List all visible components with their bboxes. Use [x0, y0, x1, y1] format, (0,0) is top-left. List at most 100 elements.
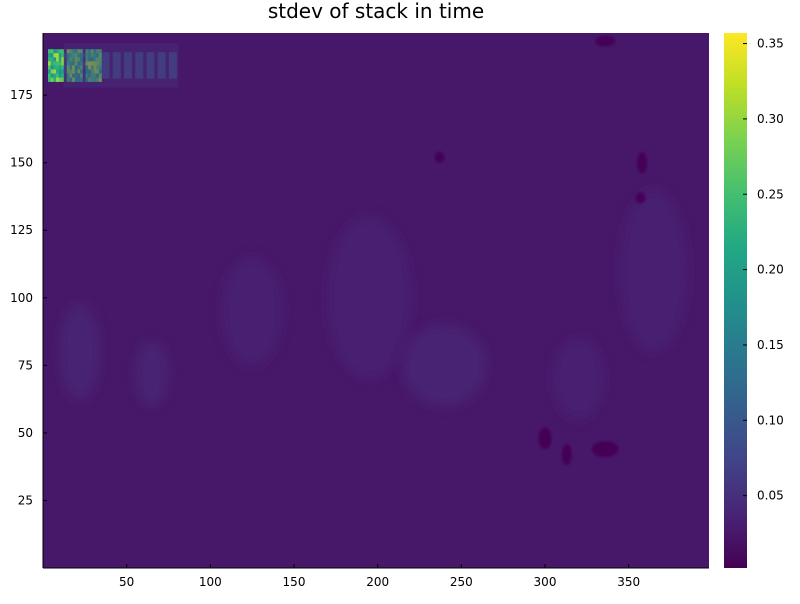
heatmap-bright-cell: [48, 69, 51, 74]
heatmap-bright-cell: [58, 73, 62, 78]
heatmap-dark-spot: [561, 443, 572, 466]
heatmap-bright-cell: [56, 73, 60, 78]
heatmap-bright-cell: [74, 53, 78, 58]
heatmap-bright-cell: [50, 77, 54, 82]
heatmap-bright-cell: [56, 65, 60, 70]
heatmap-bright-cell: [66, 77, 70, 82]
colorbar-tick-label: 0.10: [757, 413, 784, 427]
heatmap-bright-cell: [53, 65, 57, 70]
heatmap-bright-cell: [80, 73, 84, 78]
heatmap-bright-cell: [77, 73, 81, 78]
heatmap-bright-cell: [88, 49, 92, 54]
heatmap-bright-cell: [64, 53, 68, 58]
heatmap-bright-cell: [74, 57, 78, 62]
x-tick-label: 200: [366, 575, 389, 589]
heatmap-bright-cell: [98, 69, 102, 74]
heatmap-bright-cell: [64, 77, 68, 82]
heatmap-bright-cell: [85, 49, 89, 54]
heatmap-bright-cell: [72, 61, 76, 66]
heatmap-blob: [59, 303, 100, 401]
heatmap-bright-cell: [58, 57, 62, 62]
heatmap-bright-cell: [69, 65, 73, 70]
heatmap-bright-cell: [50, 53, 54, 58]
heatmap-bright-cell: [61, 69, 65, 74]
heatmap-bright-cell: [64, 61, 68, 66]
heatmap-bright-cell: [80, 69, 84, 74]
heatmap-bright-cell: [82, 49, 86, 54]
heatmap-bright-cell: [69, 57, 73, 62]
heatmap-bright-cell: [61, 53, 65, 58]
heatmap-bright-cell: [77, 53, 81, 58]
heatmap-bright-cell: [96, 61, 100, 66]
heatmap-bright-cell: [96, 53, 100, 58]
heatmap-bright-cell: [64, 57, 68, 62]
heatmap-bright-cell: [64, 69, 68, 74]
heatmap-bright-cell: [80, 53, 84, 58]
heatmap-bright-cell: [90, 57, 94, 62]
heatmap-bright-cell: [77, 49, 81, 54]
heatmap-blob: [135, 341, 169, 406]
heatmap-bright-cell: [58, 61, 62, 66]
heatmap-bright-cell: [48, 53, 51, 58]
heatmap-bright-cell: [61, 77, 65, 82]
heatmap-bright-cell: [66, 49, 70, 54]
heatmap-bright-cell: [48, 73, 51, 78]
heatmap-bright-cell: [50, 49, 54, 54]
heatmap-bright-cell: [82, 65, 86, 70]
x-tick-label: 250: [450, 575, 473, 589]
heatmap-dark-spot: [595, 35, 616, 47]
heatmap-bright-cell: [85, 77, 89, 82]
heatmap-bright-cell: [85, 65, 89, 70]
heatmap-bright-cell: [90, 77, 94, 82]
heatmap-bright-cell: [93, 49, 97, 54]
heatmap-bright-cell: [85, 57, 89, 62]
heatmap-faint-glyph: [124, 52, 133, 79]
heatmap-bright-cell: [72, 53, 76, 58]
y-tick-label: 125: [10, 223, 33, 237]
x-tick-label: 300: [534, 575, 557, 589]
heatmap-bright-cell: [50, 73, 54, 78]
heatmap-bright-cell: [72, 65, 76, 70]
heatmap-bright-cell: [56, 53, 60, 58]
heatmap-bright-cell: [93, 73, 97, 78]
heatmap-bright-cell: [74, 73, 78, 78]
heatmap-bright-cell: [48, 77, 51, 82]
heatmap-bright-cell: [74, 77, 78, 82]
heatmap-bright-cell: [53, 73, 57, 78]
heatmap-blob: [553, 338, 604, 420]
heatmap-bright-cell: [72, 69, 76, 74]
heatmap-bright-cell: [69, 73, 73, 78]
heatmap-bright-cell: [88, 65, 92, 70]
heatmap-bright-cell: [85, 73, 89, 78]
heatmap-bright-cell: [80, 57, 84, 62]
heatmap-bright-cell: [98, 73, 102, 78]
heatmap-bright-cell: [96, 57, 100, 62]
heatmap-bright-cell: [93, 53, 97, 58]
heatmap-bright-cell: [64, 65, 68, 70]
heatmap-bright-cell: [88, 61, 92, 66]
heatmap-bright-cell: [77, 69, 81, 74]
colorbar-gradient: [724, 33, 747, 568]
heatmap-bright-cell: [66, 57, 70, 62]
heatmap-bright-cell: [82, 53, 86, 58]
heatmap-blob: [402, 324, 487, 406]
heatmap-bright-cell: [53, 49, 57, 54]
heatmap-bright-cell: [56, 77, 60, 82]
heatmap-bright-cell: [82, 73, 86, 78]
x-tick-label: 50: [119, 575, 134, 589]
heatmap-bright-cell: [69, 49, 73, 54]
x-tick-label: 150: [283, 575, 306, 589]
heatmap-bright-cell: [98, 77, 102, 82]
heatmap-bright-cell: [48, 61, 51, 66]
heatmap-bright-cell: [98, 65, 102, 70]
heatmap-layer: [43, 33, 709, 568]
heatmap-faint-glyph: [168, 52, 177, 79]
heatmap-bright-cell: [82, 69, 86, 74]
heatmap-bright-cell: [48, 65, 51, 70]
heatmap-bright-cell: [93, 69, 97, 74]
heatmap-bright-cell: [90, 61, 94, 66]
heatmap-bright-cell: [98, 49, 102, 54]
heatmap-bright-cell: [72, 77, 76, 82]
heatmap-bright-cell: [96, 77, 100, 82]
